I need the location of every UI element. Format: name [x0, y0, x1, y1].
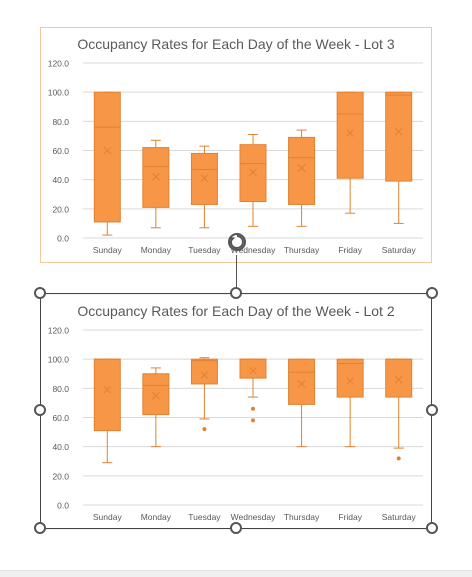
mean-marker — [346, 129, 354, 137]
x-tick-label: Sunday — [93, 512, 123, 522]
resize-handle-icon[interactable] — [34, 522, 46, 534]
box-saturday — [385, 91, 413, 182]
mean-marker — [249, 168, 257, 177]
box-monday — [142, 147, 170, 208]
mean-marker — [152, 172, 160, 181]
outlier-point — [251, 418, 255, 423]
x-tick-label: Monday — [141, 512, 172, 522]
rotate-stem — [236, 255, 237, 293]
box-thursday — [288, 358, 316, 405]
mean-marker — [249, 366, 257, 375]
box-wednesday — [239, 144, 267, 203]
outlier-point — [202, 427, 207, 432]
chart-lot2[interactable]: Occupancy Rates for Each Day of the Week… — [40, 294, 432, 530]
outlier-point — [396, 456, 401, 461]
y-tick-label: 0.0 — [57, 234, 69, 244]
bottom-strip — [0, 570, 472, 577]
y-tick-label: 80.0 — [52, 384, 69, 394]
y-tick-label: 120.0 — [48, 326, 70, 336]
y-tick-label: 20.0 — [52, 204, 69, 214]
resize-handle-icon[interactable] — [34, 287, 46, 299]
x-tick-label: Wednesday — [231, 245, 276, 255]
y-tick-label: 40.0 — [52, 175, 69, 185]
resize-handle-icon[interactable] — [426, 404, 438, 416]
y-tick-label: 60.0 — [52, 146, 69, 156]
box-wednesday — [239, 358, 267, 379]
x-tick-label: Monday — [141, 245, 172, 255]
rotate-arrow-icon[interactable] — [224, 229, 250, 255]
box-saturday — [385, 358, 413, 398]
box-plot-lot2: 0.0 20.0 40.0 60.0 80.0 100.0 120.0 Sunday Monda… — [48, 326, 423, 522]
x-tick-label: Wednesday — [231, 512, 276, 522]
box-friday — [336, 358, 364, 398]
x-tick-label: Tuesday — [188, 245, 221, 255]
box-monday — [142, 373, 170, 416]
y-tick-label: 0.0 — [57, 501, 69, 511]
mean-marker — [297, 164, 306, 172]
x-tick-label: Tuesday — [188, 512, 221, 522]
x-tick-label: Saturday — [382, 512, 417, 522]
x-tick-label: Sunday — [93, 245, 123, 255]
mean-marker — [394, 127, 403, 136]
mean-marker — [346, 377, 354, 385]
x-tick-label: Thursday — [284, 512, 320, 522]
box-sunday — [93, 358, 121, 432]
y-tick-label: 100.0 — [48, 355, 70, 365]
x-tick-label: Friday — [338, 245, 362, 255]
box-thursday — [288, 136, 316, 205]
chart-title: Occupancy Rates for Each Day of the Week… — [77, 36, 395, 52]
mean-marker — [200, 174, 209, 183]
mean-marker — [103, 146, 112, 155]
resize-handle-icon[interactable] — [426, 522, 438, 534]
box-tuesday — [190, 152, 218, 205]
mean-marker — [152, 391, 160, 400]
resize-handle-icon[interactable] — [230, 287, 242, 299]
y-tick-label: 60.0 — [52, 413, 69, 423]
chart-lot3[interactable]: Occupancy Rates for Each Day of the Week… — [40, 27, 432, 263]
resize-handle-icon[interactable] — [34, 404, 46, 416]
box-friday — [336, 91, 364, 179]
mean-marker — [394, 375, 403, 384]
box-plot-lot3: 0.0 20.0 40.0 60.0 80.0 100.0 120.0 Sunday Monda… — [48, 59, 423, 255]
mean-marker — [200, 371, 209, 380]
y-tick-label: 40.0 — [52, 442, 69, 452]
mean-marker — [103, 385, 112, 394]
x-tick-label: Friday — [338, 512, 362, 522]
x-tick-label: Saturday — [382, 245, 417, 255]
y-tick-label: 20.0 — [52, 471, 69, 481]
y-tick-label: 120.0 — [48, 59, 70, 69]
mean-marker — [297, 380, 306, 388]
x-tick-label: Thursday — [284, 245, 320, 255]
resize-handle-icon[interactable] — [230, 522, 242, 534]
resize-handle-icon[interactable] — [426, 287, 438, 299]
box-sunday — [93, 91, 121, 223]
outlier-point — [251, 406, 255, 411]
box-tuesday — [190, 358, 218, 385]
y-tick-label: 80.0 — [52, 117, 69, 127]
y-tick-label: 100.0 — [48, 88, 70, 98]
chart-title: Occupancy Rates for Each Day of the Week… — [77, 303, 395, 319]
